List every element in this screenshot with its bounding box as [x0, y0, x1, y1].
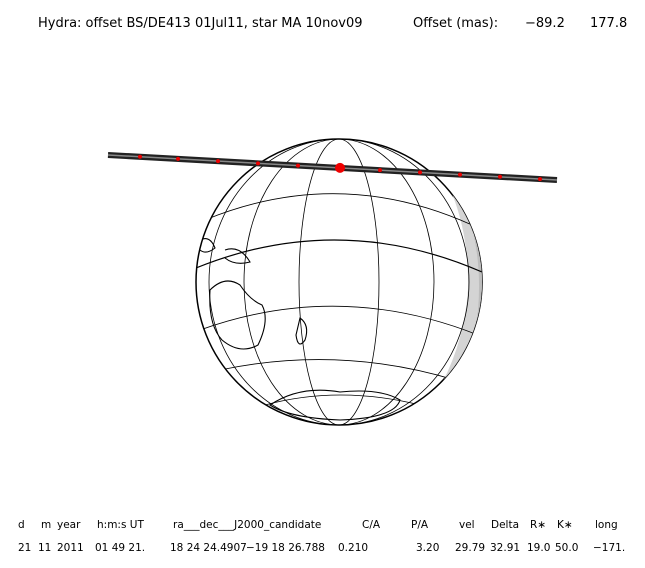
column-header: R∗ [530, 519, 546, 531]
offset-value: −89.2 [525, 16, 565, 31]
track-point [216, 159, 220, 164]
column-header: C/A [362, 519, 381, 531]
coastlines [199, 238, 401, 421]
column-header: year [57, 519, 81, 531]
event-table: d m year h:m:s UT ra___dec___J2000_candi… [18, 519, 625, 554]
column-header: h:m:s UT [97, 519, 144, 531]
track-points [138, 154, 542, 182]
parallel [204, 193, 473, 226]
cell: 11 [38, 542, 51, 554]
map-title: Hydra: offset BS/DE413 01Jul11, star MA … [38, 16, 363, 31]
column-header: P/A [411, 519, 429, 531]
meridian [298, 139, 380, 425]
track-point [378, 168, 382, 173]
new-zealand [295, 317, 308, 345]
cell: 2011 [57, 542, 84, 554]
column-header: Delta [491, 519, 519, 531]
column-header: ra___dec___J2000_candidate [173, 519, 321, 531]
cell: −19 18 26.788 [246, 542, 325, 554]
track-point [458, 172, 462, 177]
column-header: vel [459, 519, 475, 531]
island [199, 238, 216, 253]
track-point-main [335, 162, 345, 173]
cell: 0.210 [338, 542, 368, 554]
track-point [296, 163, 300, 168]
cell: 3.20 [416, 542, 439, 554]
cell: 19.0 [527, 542, 550, 554]
column-header: K∗ [557, 519, 573, 531]
australia [209, 280, 266, 350]
graticule [196, 139, 482, 425]
track-point [138, 154, 142, 159]
offset-label: Offset (mas): [413, 16, 498, 31]
shadow-track [107, 152, 558, 183]
offset-value: 177.8 [590, 16, 627, 31]
cell: 50.0 [555, 542, 578, 554]
parallel [199, 305, 479, 336]
cell: −171. [593, 542, 625, 554]
column-header: d [18, 519, 25, 531]
antarctica [268, 389, 401, 421]
column-header: long [595, 519, 618, 531]
track-point [418, 170, 422, 175]
parallel [264, 394, 421, 406]
track-point [538, 177, 542, 182]
parallel [219, 359, 456, 381]
meridian [208, 139, 470, 425]
track-point [256, 161, 260, 166]
cell: 21 [18, 542, 31, 554]
track-point [498, 174, 502, 179]
column-header: m [41, 519, 51, 531]
track-point [176, 156, 180, 161]
globe-outline [195, 138, 483, 426]
cell: 01 49 21. [95, 542, 145, 554]
cell: 29.79 [455, 542, 485, 554]
cell: 32.91 [490, 542, 520, 554]
cell: 18 24 24.4907 [170, 542, 247, 554]
island [224, 248, 251, 264]
parallel [196, 239, 482, 273]
meridian [243, 139, 435, 425]
track-center [107, 154, 558, 181]
